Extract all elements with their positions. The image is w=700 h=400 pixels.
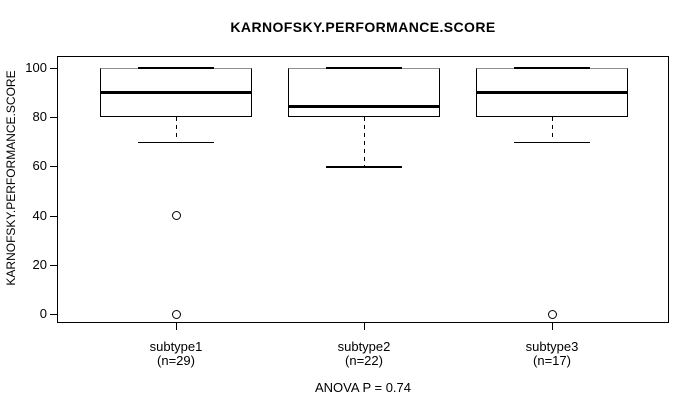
x-group-count: (n=22): [345, 353, 383, 368]
box-iqr: [288, 67, 440, 117]
x-group-name: subtype3: [525, 339, 579, 354]
x-tick: [364, 323, 365, 330]
lower-whisker-cap: [138, 141, 214, 143]
y-tick: [50, 215, 57, 217]
y-tick-label: 60: [32, 158, 47, 174]
y-tick-label: 80: [32, 108, 47, 124]
median-line: [100, 90, 252, 94]
y-tick-label: 0: [39, 306, 47, 322]
outlier-point: [171, 211, 181, 221]
median-line: [476, 90, 628, 94]
y-tick-label: 100: [25, 59, 47, 75]
x-tick: [176, 323, 177, 330]
lower-whisker-line: [364, 116, 365, 167]
x-tick: [552, 323, 553, 330]
lower-whisker-line: [176, 116, 177, 142]
y-tick: [50, 67, 57, 69]
x-group-count: (n=17): [533, 353, 571, 368]
outlier-point: [547, 309, 557, 319]
y-tick: [50, 166, 57, 168]
x-group-name: subtype2: [337, 339, 391, 354]
lower-whisker-cap: [514, 141, 590, 143]
x-group-label: subtype3 (n=17): [482, 340, 622, 368]
y-tick: [50, 116, 57, 118]
anova-annotation: ANOVA P = 0.74: [315, 380, 411, 395]
x-group-name: subtype1: [149, 339, 203, 354]
y-tick-label: 40: [32, 207, 47, 223]
x-group-count: (n=29): [157, 353, 195, 368]
lower-whisker-line: [552, 116, 553, 142]
y-tick: [50, 314, 57, 316]
y-tick-label: 20: [32, 256, 47, 272]
x-group-label: subtype2 (n=22): [294, 340, 434, 368]
outlier-point: [171, 309, 181, 319]
median-line: [288, 105, 440, 109]
upper-whisker-cap: [514, 67, 590, 69]
chart-title: KARNOFSKY.PERFORMANCE.SCORE: [230, 19, 496, 35]
lower-whisker-cap: [326, 166, 402, 168]
x-group-label: subtype1 (n=29): [106, 340, 246, 368]
upper-whisker-cap: [138, 67, 214, 69]
y-tick: [50, 264, 57, 266]
upper-whisker-cap: [326, 67, 402, 69]
